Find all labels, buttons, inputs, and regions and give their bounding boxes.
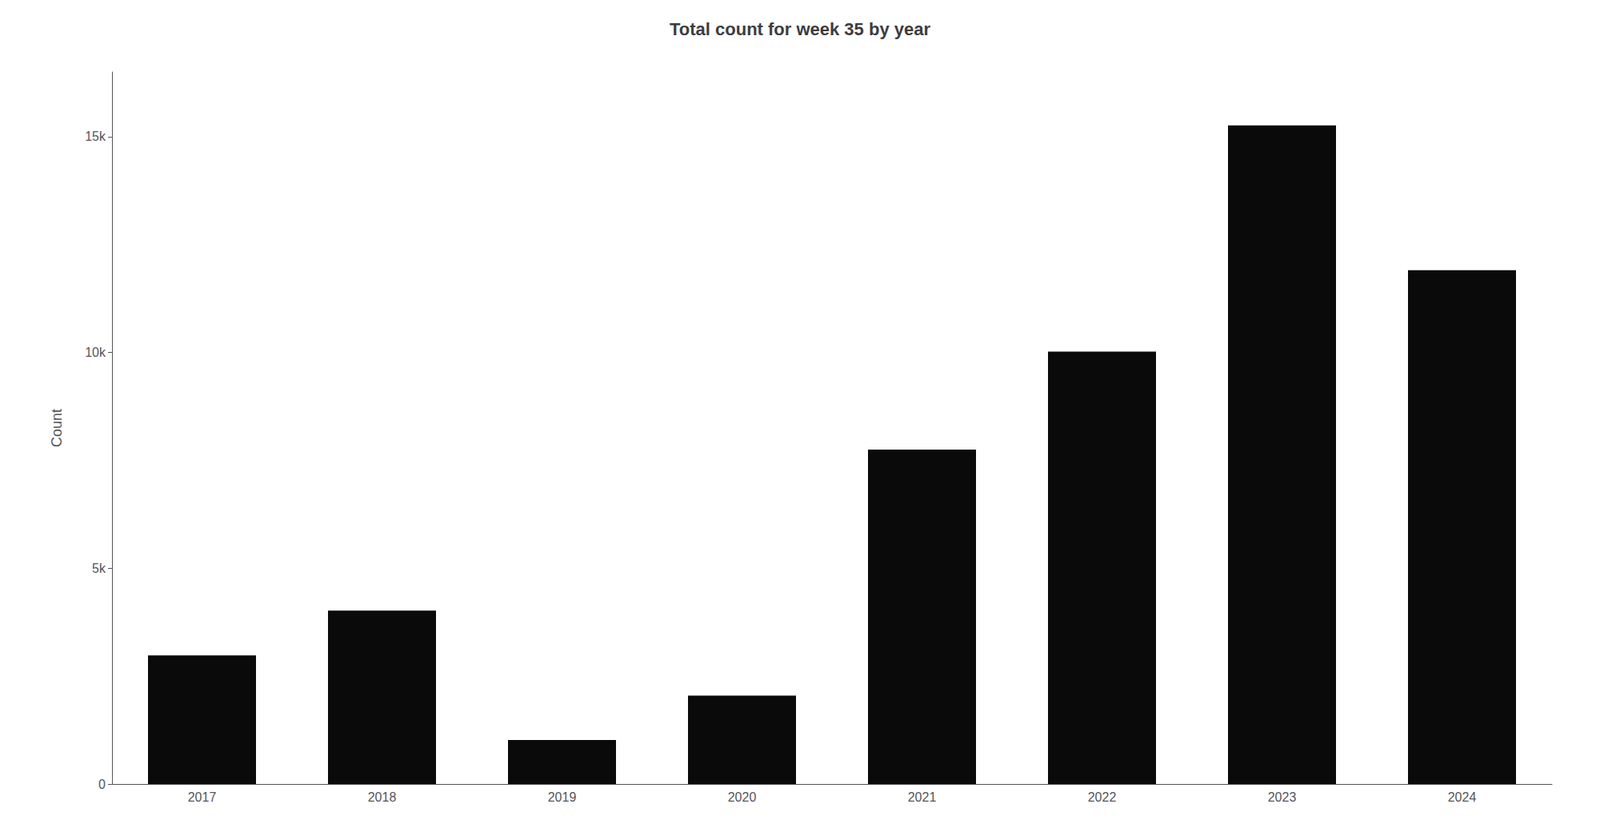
svg-text:Count: Count <box>48 408 65 448</box>
svg-text:2018: 2018 <box>368 790 397 804</box>
svg-text:15k: 15k <box>84 129 107 144</box>
svg-text:2017: 2017 <box>188 790 217 804</box>
svg-text:2022: 2022 <box>1088 790 1117 804</box>
svg-text:Total count for week 35 by yea: Total count for week 35 by year <box>669 19 931 40</box>
svg-text:2023: 2023 <box>1268 790 1297 804</box>
svg-text:2020: 2020 <box>728 790 757 804</box>
svg-text:2019: 2019 <box>548 790 577 804</box>
svg-text:2024: 2024 <box>1448 790 1477 804</box>
svg-text:10k: 10k <box>84 345 107 360</box>
svg-text:2021: 2021 <box>908 790 937 804</box>
svg-text:0: 0 <box>98 777 106 792</box>
svg-text:5k: 5k <box>92 561 107 576</box>
